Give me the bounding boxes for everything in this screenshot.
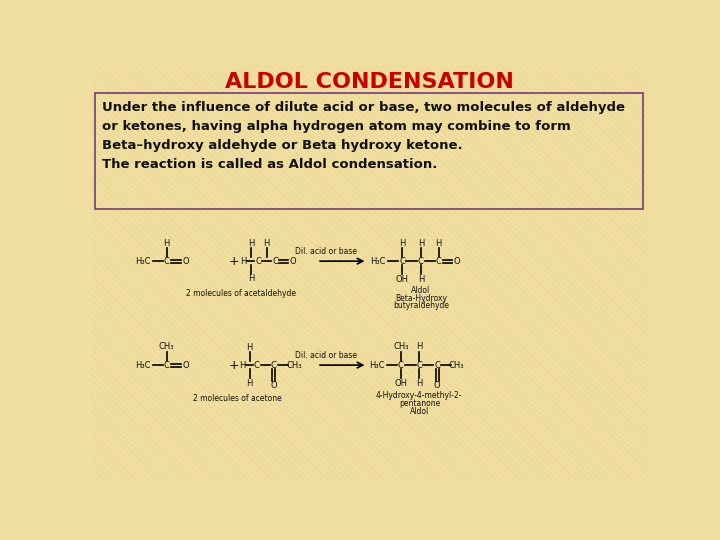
Text: H₃C: H₃C bbox=[135, 256, 150, 266]
Text: H: H bbox=[416, 342, 423, 351]
Text: C: C bbox=[163, 361, 170, 369]
Text: O: O bbox=[271, 381, 277, 390]
Text: 2 molecules of acetone: 2 molecules of acetone bbox=[193, 395, 282, 403]
Text: H: H bbox=[248, 274, 254, 284]
Text: C: C bbox=[398, 361, 404, 369]
Text: +: + bbox=[229, 255, 240, 268]
Text: H: H bbox=[163, 239, 170, 248]
Text: H₃C: H₃C bbox=[369, 361, 384, 369]
Text: H: H bbox=[264, 239, 270, 248]
Text: C: C bbox=[418, 256, 424, 266]
Text: CH₃: CH₃ bbox=[159, 342, 174, 351]
Text: CH₃: CH₃ bbox=[286, 361, 302, 369]
Text: C: C bbox=[163, 256, 170, 266]
Text: pentanone: pentanone bbox=[399, 399, 440, 408]
Text: H: H bbox=[399, 239, 405, 248]
Text: Aldol: Aldol bbox=[411, 286, 431, 295]
Text: H: H bbox=[436, 239, 442, 248]
Text: 2 molecules of acetaldehyde: 2 molecules of acetaldehyde bbox=[186, 289, 296, 298]
Text: H: H bbox=[240, 256, 247, 266]
Text: C: C bbox=[416, 361, 423, 369]
Text: ALDOL CONDENSATION: ALDOL CONDENSATION bbox=[225, 72, 513, 92]
Text: +: + bbox=[229, 359, 240, 372]
Text: C: C bbox=[271, 361, 276, 369]
Text: CH₃: CH₃ bbox=[393, 342, 408, 351]
Text: H: H bbox=[416, 379, 423, 388]
Text: H: H bbox=[248, 239, 254, 248]
Text: C: C bbox=[272, 256, 278, 266]
Text: H: H bbox=[418, 275, 424, 284]
Text: Beta–hydroxy aldehyde or Beta hydroxy ketone.: Beta–hydroxy aldehyde or Beta hydroxy ke… bbox=[102, 139, 462, 152]
Text: H: H bbox=[246, 379, 253, 388]
Text: or ketones, having alpha hydrogen atom may combine to form: or ketones, having alpha hydrogen atom m… bbox=[102, 120, 570, 133]
Text: Dil. acid or base: Dil. acid or base bbox=[295, 247, 357, 256]
Text: CH₃: CH₃ bbox=[449, 361, 464, 369]
Text: H: H bbox=[246, 343, 253, 352]
Text: O: O bbox=[434, 381, 441, 390]
Text: OH: OH bbox=[395, 379, 408, 388]
Text: 4-Hydroxy-4-methyl-2-: 4-Hydroxy-4-methyl-2- bbox=[376, 392, 463, 400]
Text: C: C bbox=[255, 256, 261, 266]
Text: O: O bbox=[183, 256, 189, 266]
Text: Under the influence of dilute acid or base, two molecules of aldehyde: Under the influence of dilute acid or ba… bbox=[102, 100, 625, 113]
Text: C: C bbox=[434, 361, 440, 369]
Text: butyraldehyde: butyraldehyde bbox=[393, 301, 449, 310]
Text: Aldol: Aldol bbox=[410, 407, 429, 416]
Text: H: H bbox=[418, 239, 424, 248]
Text: Beta-Hydroxy: Beta-Hydroxy bbox=[395, 294, 447, 302]
Text: H₃C: H₃C bbox=[371, 256, 386, 266]
Text: C: C bbox=[436, 256, 441, 266]
Text: C: C bbox=[253, 361, 260, 369]
Text: The reaction is called as Aldol condensation.: The reaction is called as Aldol condensa… bbox=[102, 158, 437, 171]
Text: O: O bbox=[289, 256, 297, 266]
Text: O: O bbox=[183, 361, 189, 369]
Text: OH: OH bbox=[396, 275, 409, 284]
Text: C: C bbox=[400, 256, 405, 266]
Text: Dil. acid or base: Dil. acid or base bbox=[295, 352, 357, 360]
Text: H: H bbox=[239, 361, 245, 369]
Text: O: O bbox=[454, 256, 460, 266]
Text: H₃C: H₃C bbox=[135, 361, 150, 369]
